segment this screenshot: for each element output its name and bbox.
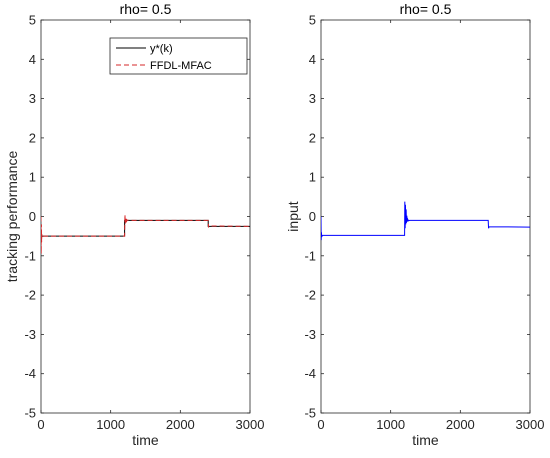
y-tick-label: 5: [29, 13, 36, 28]
x-tick-label: 0: [37, 417, 44, 432]
y-tick-label: -3: [304, 327, 316, 342]
series-line-input: [321, 201, 530, 241]
y-tick-label: 4: [29, 52, 36, 67]
y-tick-label: -4: [24, 366, 36, 381]
y-tick-label: 4: [309, 52, 316, 67]
y-tick-label: 1: [29, 170, 36, 185]
x-tick-label: 3000: [236, 417, 265, 432]
y-tick-label: -2: [24, 288, 36, 303]
y-tick-label: -1: [304, 248, 316, 263]
y-tick-label: 3: [309, 91, 316, 106]
y-tick-label: -5: [24, 406, 36, 421]
y-tick-label: -1: [24, 248, 36, 263]
y-tick-label: 1: [309, 170, 316, 185]
y-tick-label: 0: [29, 209, 36, 224]
x-axis-label: time: [132, 432, 159, 448]
x-tick-label: 1000: [376, 417, 405, 432]
chart-title: rho= 0.5: [400, 1, 452, 17]
y-tick-label: 2: [309, 130, 316, 145]
y-tick-label: -2: [304, 288, 316, 303]
plot-area: [40, 19, 251, 414]
x-tick-label: 3000: [516, 417, 545, 432]
x-tick-label: 2000: [446, 417, 475, 432]
legend: y*(k) FFDL-MFAC: [109, 37, 248, 75]
x-tick-label: 0: [317, 417, 324, 432]
y-tick-label: -3: [24, 327, 36, 342]
y-tick-label: -5: [304, 406, 316, 421]
legend-label: y*(k): [150, 43, 173, 55]
y-tick-label: 5: [309, 13, 316, 28]
series-line-ffdl-mfac: [41, 214, 250, 254]
y-tick-label: 3: [29, 91, 36, 106]
chart-title: rho= 0.5: [120, 1, 172, 17]
plot-area: [320, 19, 531, 414]
legend-label: FFDL-MFAC: [150, 60, 212, 72]
right-plot-panel: 0 1000 2000 3000 -5 -4 -3 -2 -1 0 1 2 3 4 5 rho= 0.5 tim…: [285, 1, 544, 448]
y-tick-label: 2: [29, 130, 36, 145]
y-axis-label: input: [285, 201, 301, 231]
legend-box: [109, 37, 248, 75]
x-axis-label: time: [412, 432, 439, 448]
y-axis-label: tracking performance: [4, 151, 20, 283]
y-tick-label: 0: [309, 209, 316, 224]
x-tick-label: 1000: [96, 417, 125, 432]
left-plot-panel: 0 1000 2000 3000 -5 -4 -3 -2 -1 0 1 2 3 4 5 rho= 0.5 tim…: [4, 1, 264, 448]
y-tick-label: -4: [304, 366, 316, 381]
x-tick-label: 2000: [166, 417, 195, 432]
